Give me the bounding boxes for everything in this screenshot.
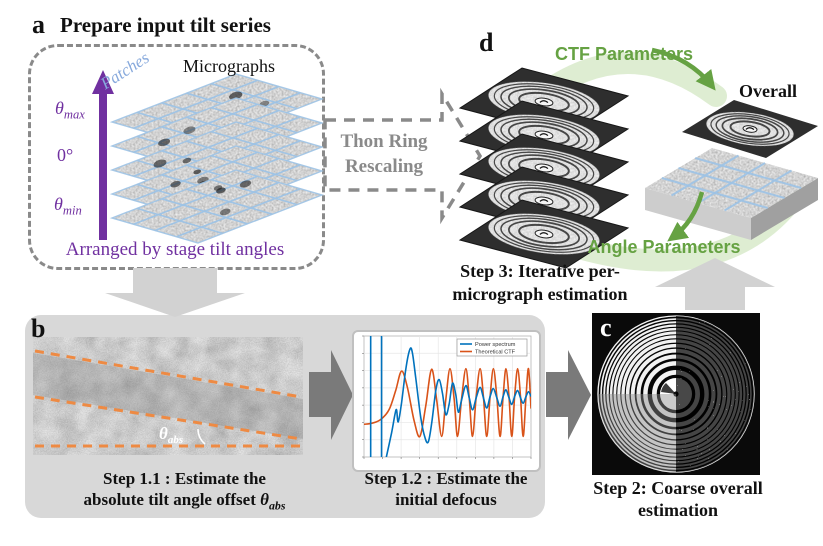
- overall-spectrum-sheet: [682, 100, 818, 158]
- step3-caption-line2: micrograph estimation: [452, 284, 628, 304]
- tilt-series-stack: [109, 73, 325, 244]
- tilt-micrograph-image: θabs: [33, 337, 303, 455]
- tilt-boundary-dashes: [34, 349, 302, 448]
- ctf-parameters-arrow: [651, 47, 716, 91]
- legend-entry: Power spectrum: [475, 342, 516, 348]
- panel-a-label: a: [32, 10, 45, 39]
- rescaling-label-line2: Rescaling: [344, 156, 424, 177]
- step2-caption-line2: estimation: [638, 500, 718, 520]
- flow-arrow-b-to-plot: [309, 350, 353, 440]
- angle-parameters-label: Angle Parameters: [587, 237, 741, 257]
- flow-arrow-a-to-b: [105, 268, 245, 317]
- ctf-parameters-label: CTF Parameters: [554, 44, 694, 64]
- plot-series-power-spectrum: [385, 347, 531, 457]
- thon-ring-rescaling-arrow: [323, 87, 483, 225]
- step12-caption: Step 1.2 : Estimate the initial defocus: [364, 469, 528, 509]
- panel-c-label: c: [600, 313, 612, 342]
- panel-a-caption: Arranged by stage tilt angles: [65, 239, 285, 260]
- overall-label: Overall: [739, 81, 797, 101]
- panel-d-label: d: [479, 28, 494, 57]
- theta-max-label: θmax: [55, 98, 85, 122]
- step11-caption: Step 1.1 : Estimate the absolute tilt an…: [83, 469, 286, 513]
- plot-series-theoretical-ctf: [364, 367, 531, 438]
- flow-arrow-c-to-d: [655, 258, 775, 310]
- theta-min-label: θmin: [54, 194, 82, 218]
- panel-a-title: Prepare input tilt series: [60, 13, 271, 37]
- thon-ring-figure: [592, 313, 760, 475]
- ctf-spectra-stack: [458, 67, 630, 269]
- legend-entry: Theoretical CTF: [475, 350, 516, 356]
- flow-arrow-plot-to-c: [546, 350, 591, 440]
- micrographs-label: Micrographs: [183, 56, 275, 76]
- angle-parameters-arrow: [667, 191, 705, 242]
- tilt-angle-arc: [197, 428, 206, 445]
- sample-slab: [645, 148, 818, 240]
- defocus-plot-panel: Power spectrum Theoretical CTF: [352, 330, 541, 472]
- step2-caption-line1: Step 2: Coarse overall: [593, 478, 763, 498]
- zero-degree-label: 0°: [57, 145, 74, 165]
- plot-legend: Power spectrum Theoretical CTF: [456, 338, 528, 357]
- slab-patch-grid: [661, 154, 802, 212]
- power-spectrum-plot: Power spectrum Theoretical CTF: [362, 335, 532, 459]
- panel-b-label: b: [31, 314, 46, 343]
- rescaling-label-line1: Thon Ring: [340, 131, 428, 152]
- tilt-angle-axis-arrow: [92, 70, 114, 240]
- theta-abs-overlay: θabs: [159, 424, 183, 446]
- step3-caption-line1: Step 3: Iterative per-: [460, 261, 620, 281]
